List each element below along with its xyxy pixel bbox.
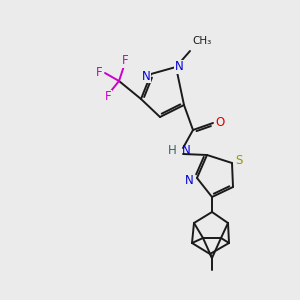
Text: F: F [122, 55, 128, 68]
Text: N: N [142, 70, 150, 83]
Text: F: F [96, 65, 102, 79]
Text: N: N [182, 143, 191, 157]
Text: F: F [105, 91, 111, 103]
Text: S: S [235, 154, 243, 167]
Text: N: N [175, 61, 183, 74]
Text: CH₃: CH₃ [192, 36, 211, 46]
Text: N: N [184, 173, 194, 187]
Text: O: O [215, 116, 225, 130]
Text: H: H [168, 143, 177, 157]
